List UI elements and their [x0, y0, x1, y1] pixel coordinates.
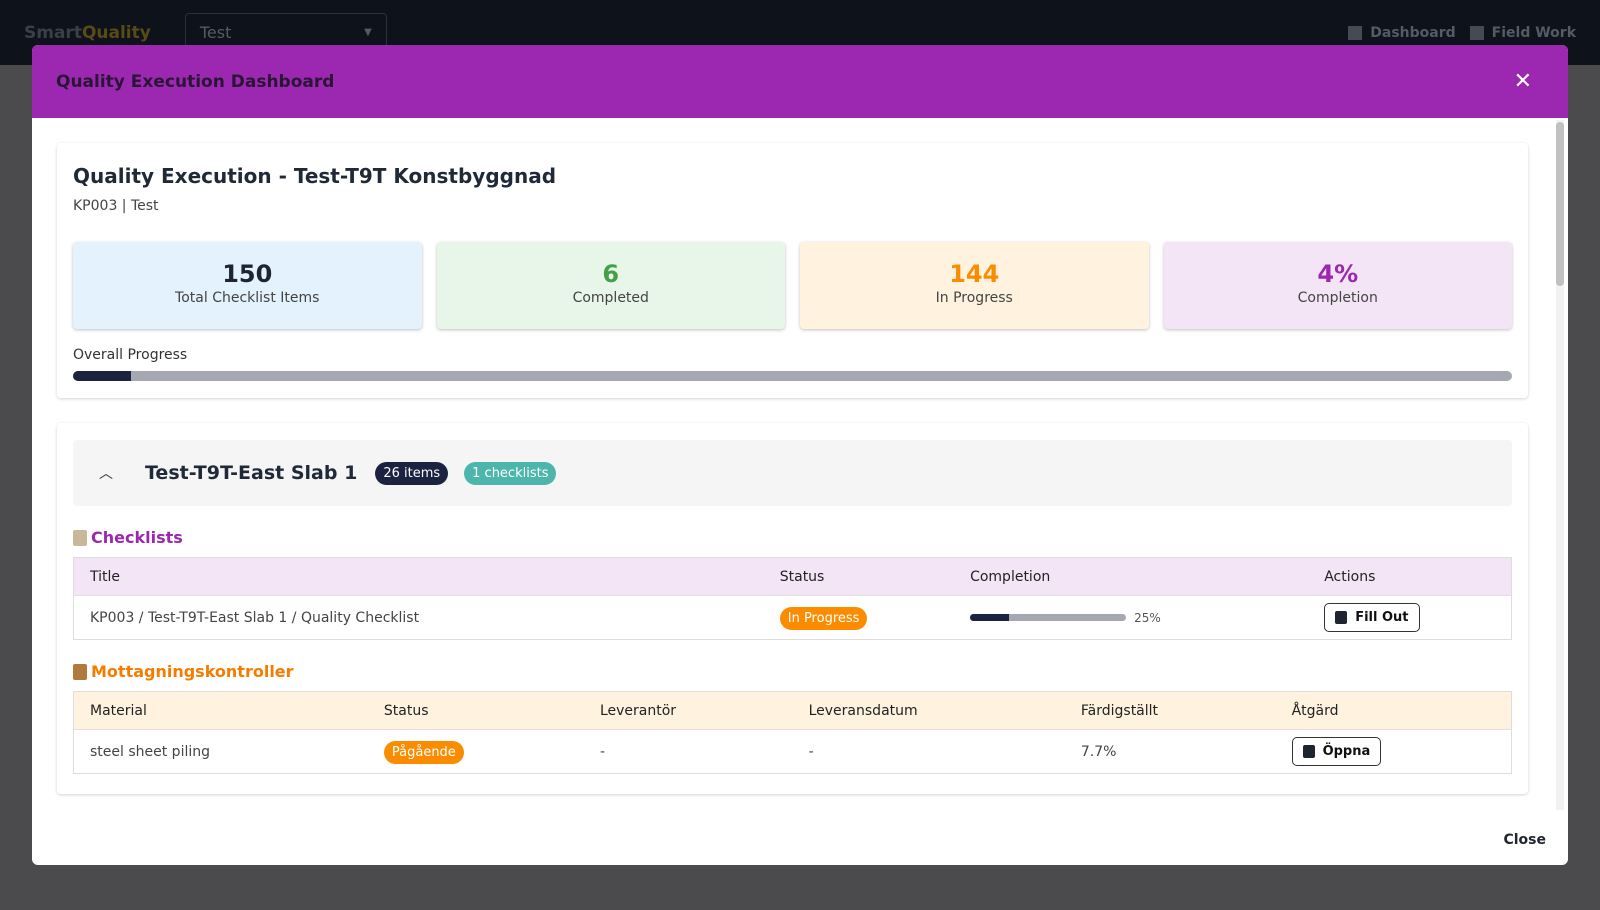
- button-icon: [1302, 745, 1315, 758]
- stat-value: 4%: [1317, 260, 1359, 288]
- cell-material: steel sheet piling: [73, 729, 368, 774]
- checklists-heading: Checklists: [73, 528, 1512, 547]
- section-card: ︿ Test-T9T-East Slab 1 26 items 1 checkl…: [57, 423, 1528, 794]
- collapse-toggle[interactable]: ︿: [99, 466, 113, 482]
- cell-status: Pågående: [367, 729, 584, 774]
- checklists-table: Title Status Completion Actions KP003 / Test…: [73, 557, 1512, 640]
- clipboard-icon: [73, 529, 87, 546]
- receiving-heading-text: Mottagningskontroller: [91, 662, 294, 681]
- nav-icon: [1348, 25, 1363, 40]
- nav-link[interactable]: Field Work: [1469, 24, 1576, 41]
- summary-subtitle: KP003 | Test: [73, 198, 159, 214]
- column-header: Status: [779, 568, 825, 585]
- stat-value: 144: [949, 260, 1000, 288]
- column-header: Leveransdatum: [808, 702, 918, 719]
- column-header: Leverantör: [599, 702, 677, 719]
- nav-text: Dashboard: [1370, 24, 1456, 41]
- dialog-title: Quality Execution Dashboard: [56, 71, 335, 92]
- nav: Dashboard Field Work: [1348, 25, 1576, 41]
- cell-completion: 25%: [954, 595, 1309, 640]
- cell-action: Fill Out: [1308, 595, 1512, 640]
- completion-label: 25%: [1134, 610, 1161, 625]
- nav-text: Field Work: [1491, 24, 1576, 41]
- progress-fill: [73, 371, 131, 381]
- stat-caption: Total Checklist Items: [175, 290, 320, 306]
- progress-track: [73, 371, 1512, 381]
- stat-value: 150: [222, 260, 273, 288]
- status-chip: In Progress: [779, 606, 868, 630]
- table-row: KP003 / Test-T9T-East Slab 1 / Quality C…: [73, 595, 1512, 640]
- checklists-badge: 1 checklists: [464, 461, 557, 485]
- column-header: Färdigställt: [1080, 702, 1159, 719]
- table-row: steel sheet piling Pågående - -7.7% Öppna: [73, 729, 1512, 774]
- button-icon: [1335, 611, 1348, 624]
- dialog: Quality Execution Dashboard ✕ Quality Ex…: [32, 45, 1568, 865]
- section-title: Test-T9T-East Slab 1: [145, 462, 358, 484]
- column-header: Material: [90, 702, 147, 719]
- scrollbar: [1556, 120, 1564, 810]
- cell-completed: 7.7%: [1064, 729, 1276, 774]
- brand-first: Smart: [24, 22, 82, 43]
- brand-second: Quality: [81, 22, 151, 43]
- checklists-heading-text: Checklists: [91, 528, 183, 547]
- dialog-header: Quality Execution Dashboard ✕: [32, 45, 1568, 118]
- button-text: Fill Out: [1355, 610, 1409, 625]
- project-value: Test: [199, 23, 232, 42]
- stat-card: 4% Completion: [1163, 242, 1512, 329]
- cell-supplier: -: [583, 729, 793, 774]
- close-icon[interactable]: ✕: [1513, 69, 1532, 94]
- stat-caption: Completion: [1297, 290, 1378, 306]
- status-chip: Pågående: [383, 740, 464, 764]
- items-badge: 26 items: [375, 461, 449, 485]
- column-header: Completion: [970, 568, 1051, 585]
- section-header: ︿ Test-T9T-East Slab 1 26 items 1 checkl…: [73, 440, 1512, 506]
- cell-delivery-date: -: [792, 729, 1065, 774]
- progress-label: Overall Progress: [73, 347, 188, 363]
- column-header: Status: [383, 702, 429, 719]
- stat-card: 150 Total Checklist Items: [73, 242, 422, 329]
- header-row: Material Status Leverantör Leveransdatum Fär…: [73, 691, 1512, 730]
- summary-card: Quality Execution - Test-T9T Konstbyggna…: [57, 143, 1528, 398]
- stat-card: 6 Completed: [436, 242, 785, 329]
- nav-icon: [1469, 25, 1484, 40]
- fill-out-button[interactable]: Fill Out: [1324, 603, 1420, 632]
- cell-status: In Progress: [763, 595, 955, 640]
- scroll-thumb[interactable]: [1556, 122, 1564, 286]
- open-button[interactable]: Öppna: [1291, 737, 1382, 766]
- summary-title: Quality Execution - Test-T9T Konstbyggna…: [73, 164, 557, 188]
- column-header: Åtgärd: [1291, 702, 1339, 719]
- close-button[interactable]: Close: [1503, 832, 1546, 848]
- column-header: Actions: [1324, 568, 1376, 585]
- button-text: Öppna: [1322, 744, 1371, 759]
- cell-action: Öppna: [1275, 729, 1512, 774]
- box-icon: [73, 663, 87, 680]
- brand: SmartQuality: [24, 23, 151, 43]
- dropdown-arrow: ▼: [364, 27, 372, 38]
- cell-title: KP003 / Test-T9T-East Slab 1 / Quality C…: [73, 595, 764, 640]
- header-row: Title Status Completion Actions: [73, 557, 1512, 596]
- nav-link[interactable]: Dashboard: [1348, 24, 1456, 41]
- receiving-table: Material Status Leverantör Leveransdatum Fär…: [73, 691, 1512, 774]
- column-header: Title: [90, 568, 121, 585]
- stat-caption: Completed: [572, 290, 649, 306]
- completion-track: [970, 614, 1127, 621]
- stat-caption: In Progress: [935, 290, 1013, 306]
- completion-fill: [970, 614, 1010, 621]
- receiving-heading: Mottagningskontroller: [73, 662, 1512, 681]
- stat-card: 144 In Progress: [800, 242, 1149, 329]
- dialog-body: Quality Execution - Test-T9T Konstbyggna…: [32, 118, 1568, 813]
- stats: 150 Total Checklist Items 6 Completed 144 In …: [73, 242, 1512, 329]
- stat-value: 6: [602, 260, 620, 288]
